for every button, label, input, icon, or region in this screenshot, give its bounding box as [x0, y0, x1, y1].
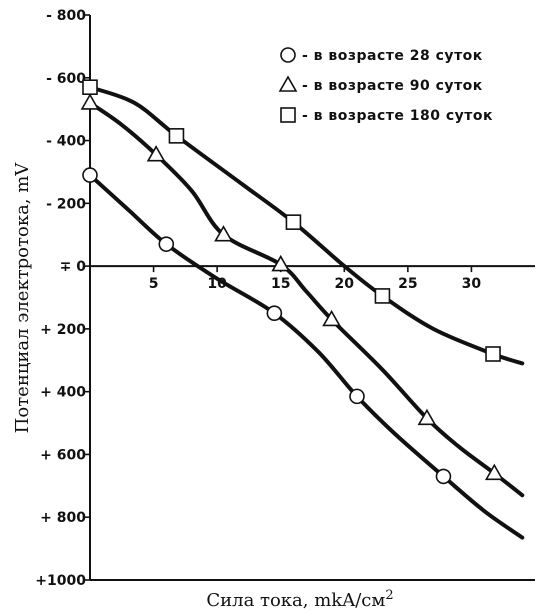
- y-tick-label: - 400: [46, 134, 86, 150]
- legend-180-label: - в возрасте 180 суток: [302, 108, 493, 124]
- legend-28-marker: [280, 47, 296, 63]
- x-axis-label-text: Сила тока, mkA/см: [206, 590, 385, 611]
- series-90-point: [484, 463, 504, 481]
- y-tick-label: + 200: [40, 322, 86, 338]
- legend-90-marker: [278, 75, 298, 92]
- y-tick-labels: - 800 - 600 - 400 - 200 ∓ 0 + 200 + 400 + 600 + …: [35, 8, 86, 589]
- series-90-point: [80, 93, 100, 110]
- x-axis-label: Сила тока, mkA/см2: [206, 588, 393, 611]
- y-tick-label: ∓ 0: [60, 259, 87, 275]
- series-90-point: [146, 145, 166, 162]
- series-180-point: [82, 79, 98, 95]
- series-180-point: [485, 346, 501, 362]
- series-28-point: [435, 468, 452, 485]
- x-tick-label: 25: [398, 276, 417, 292]
- y-tick-label: - 600: [46, 71, 86, 87]
- x-tick-label: 15: [271, 276, 290, 292]
- legend-28-label: - в возрасте 28 суток: [302, 48, 483, 64]
- y-tick-label: + 400: [40, 385, 86, 401]
- x-tick-labels: 5 10 15 20 25 30: [149, 276, 482, 292]
- series-28-point: [158, 236, 175, 252]
- y-axis-label: Потенциал электротока, mV: [12, 162, 33, 434]
- series-90-line: [88, 100, 525, 498]
- x-axis-label-superscript: 2: [385, 588, 393, 603]
- y-tick-label: + 800: [40, 510, 86, 526]
- x-tick-label: 5: [149, 276, 159, 292]
- series-28-point: [266, 305, 283, 321]
- series-90-point: [214, 225, 233, 242]
- series-180-point: [374, 288, 391, 304]
- legend: - в возрасте 28 суток - в возрасте 90 сут…: [278, 47, 493, 124]
- legend-90-label: - в возрасте 90 суток: [302, 78, 483, 94]
- series-180-point: [285, 214, 302, 230]
- series-180-point: [168, 128, 185, 144]
- y-tick-label: - 200: [46, 196, 86, 212]
- series-28-point: [82, 167, 98, 183]
- y-tick-label: +1000: [35, 573, 86, 589]
- x-tick-label: 20: [335, 276, 355, 292]
- legend-180-marker: [280, 107, 296, 123]
- y-tick-label: - 800: [46, 8, 86, 24]
- y-tick-label: + 600: [40, 447, 86, 463]
- series-markers: [80, 79, 504, 485]
- series-90-point: [322, 309, 341, 327]
- x-tick-label: 30: [462, 276, 482, 292]
- series-28-line: [88, 173, 525, 540]
- series-180-line: [88, 85, 525, 366]
- series-28-point: [349, 388, 365, 405]
- series-90-point: [271, 254, 291, 272]
- series-90-point: [417, 408, 437, 426]
